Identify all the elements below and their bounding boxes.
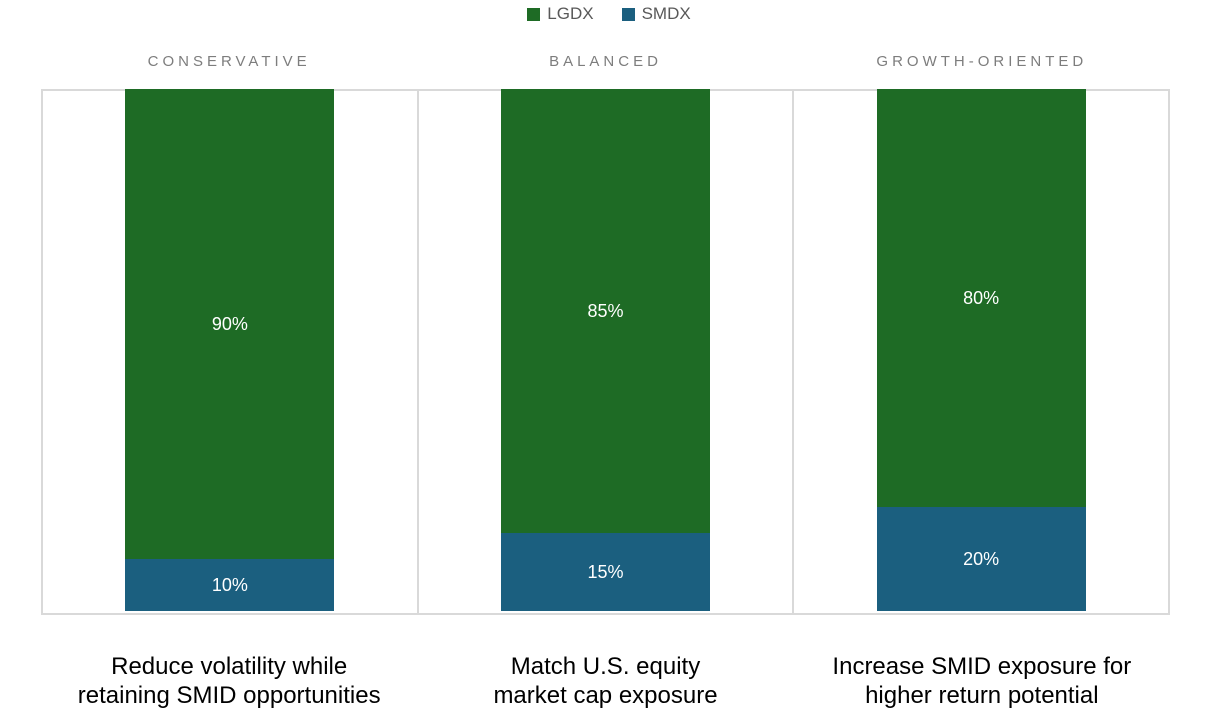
bar-segment-smdx: 15% <box>500 532 711 611</box>
caption-line: Increase SMID exposure for <box>832 653 1132 680</box>
legend-item-smdx: SMDX <box>621 4 691 23</box>
header-growth-oriented: GROWTH-ORIENTED <box>876 53 1088 70</box>
caption-conservative: Reduce volatility while retaining SMID o… <box>41 652 417 710</box>
bar-segment-smdx: 10% <box>125 558 335 611</box>
legend-item-lgdx: LGDX <box>527 4 594 23</box>
header-balanced: BALANCED <box>549 53 662 70</box>
stacked-bar-growth-oriented: 80% 20% <box>876 89 1086 611</box>
segment-value-label: 90% <box>211 313 248 334</box>
caption-line: retaining SMID opportunities <box>77 682 381 709</box>
lgdx-swatch-icon <box>527 7 541 21</box>
legend-label-smdx: SMDX <box>641 4 691 23</box>
chart-panel-balanced: 85% 15% <box>416 89 795 615</box>
caption-line: Reduce volatility while <box>111 653 348 680</box>
bar-segment-lgdx: 85% <box>500 89 711 533</box>
stacked-bar-conservative: 90% 10% <box>125 89 335 611</box>
segment-value-label: 10% <box>211 574 248 595</box>
legend-label-lgdx: LGDX <box>547 4 594 23</box>
caption-growth-oriented: Increase SMID exposure for higher return… <box>794 652 1170 710</box>
caption-line: higher return potential <box>865 682 1099 709</box>
caption-line: Match U.S. equity <box>510 653 701 680</box>
stacked-bar-balanced: 85% 15% <box>500 89 711 611</box>
header-conservative: CONSERVATIVE <box>147 53 311 70</box>
chart-panels: 90% 10% 85% 15% 80% <box>41 89 1171 615</box>
smdx-swatch-icon <box>621 7 635 21</box>
bar-segment-lgdx: 90% <box>125 89 335 559</box>
bar-segment-lgdx: 80% <box>876 89 1086 507</box>
bar-segment-smdx: 20% <box>876 506 1086 611</box>
segment-value-label: 20% <box>963 548 1000 569</box>
chart-panel-conservative: 90% 10% <box>41 89 419 615</box>
segment-value-label: 85% <box>587 300 624 321</box>
caption-balanced: Match U.S. equity market cap exposure <box>417 652 793 710</box>
caption-line: market cap exposure <box>493 682 718 709</box>
chart-panel-growth-oriented: 80% 20% <box>792 89 1171 615</box>
segment-value-label: 80% <box>963 287 1000 308</box>
segment-value-label: 15% <box>587 561 624 582</box>
column-headers: CONSERVATIVE BALANCED GROWTH-ORIENTED <box>41 54 1170 70</box>
captions-row: Reduce volatility while retaining SMID o… <box>41 652 1170 710</box>
chart-legend: LGDX SMDX <box>0 0 1218 23</box>
